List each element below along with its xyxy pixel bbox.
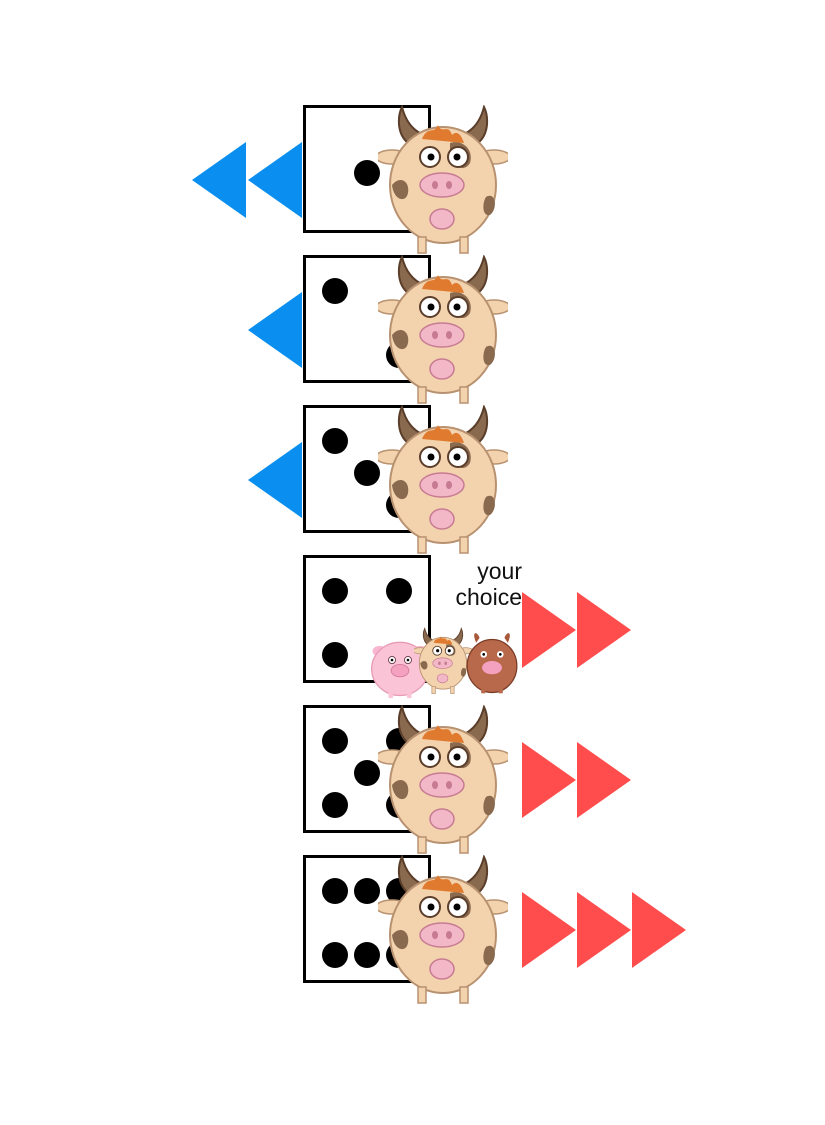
die-pip: [354, 760, 380, 786]
die-pip: [322, 278, 348, 304]
your-choice-label: your choice: [434, 558, 522, 610]
die-pip: [322, 792, 348, 818]
rule-row-2: [0, 255, 825, 385]
die-pip: [322, 428, 348, 454]
rule-row-6: [0, 855, 825, 985]
forward-arrow-icon: [632, 892, 686, 968]
die-pip: [354, 460, 380, 486]
forward-arrow-icon: [522, 892, 576, 968]
rule-row-3: [0, 405, 825, 535]
forward-arrow-icon: [522, 742, 576, 818]
die-pip: [322, 878, 348, 904]
cow-icon: [378, 105, 508, 255]
die-face-4: [303, 555, 431, 683]
back-arrow-icon: [248, 142, 302, 218]
cow-icon: [378, 405, 508, 555]
forward-arrow-icon: [577, 892, 631, 968]
cow-icon: [378, 705, 508, 855]
die-pip: [322, 942, 348, 968]
your-choice-line-2: choice: [455, 584, 522, 610]
horse-icon: [463, 627, 521, 695]
rule-row-1: [0, 105, 825, 235]
die-pip: [386, 578, 412, 604]
cow-icon: [378, 255, 508, 405]
rule-row-4: [0, 555, 825, 685]
your-choice-line-1: your: [477, 558, 522, 584]
rule-row-5: [0, 705, 825, 835]
forward-arrow-icon: [577, 742, 631, 818]
forward-arrow-icon: [522, 592, 576, 668]
back-arrow-icon: [248, 292, 302, 368]
forward-arrow-icon: [577, 592, 631, 668]
die-pip: [354, 160, 380, 186]
die-pip: [322, 728, 348, 754]
die-pip: [322, 642, 348, 668]
back-arrow-icon: [192, 142, 246, 218]
cow-icon: [378, 855, 508, 1005]
die-pip: [354, 878, 380, 904]
back-arrow-icon: [248, 442, 302, 518]
die-pip: [322, 578, 348, 604]
die-pip: [354, 942, 380, 968]
